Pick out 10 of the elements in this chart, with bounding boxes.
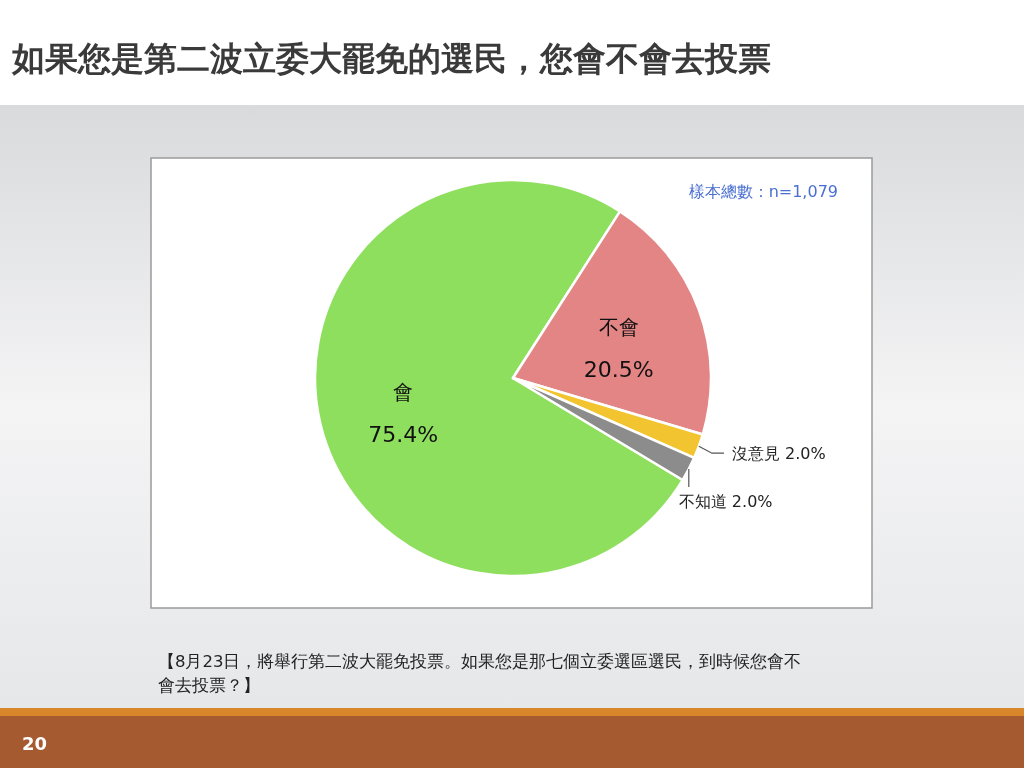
slice-label: 會 — [393, 379, 414, 404]
chart-title: 如果您是第二波立委大罷免的選民，您會不會去投票 — [11, 39, 771, 78]
text: 樣本總數：n=1,079 — [688, 182, 838, 201]
data-label: 20.5% — [583, 356, 654, 382]
text: 【8月23日，將舉行第二波大罷免投票。如果您是那七個立委選區選民，到時候您會不會去投票？】 — [158, 651, 803, 697]
slice-label: 不會 — [598, 314, 639, 339]
slice-label: 不知道 2.0% — [678, 492, 773, 512]
slice-label: 沒意見 2.0% — [731, 444, 826, 464]
text: 20 — [22, 733, 48, 754]
data-label: 75.4% — [368, 421, 439, 447]
